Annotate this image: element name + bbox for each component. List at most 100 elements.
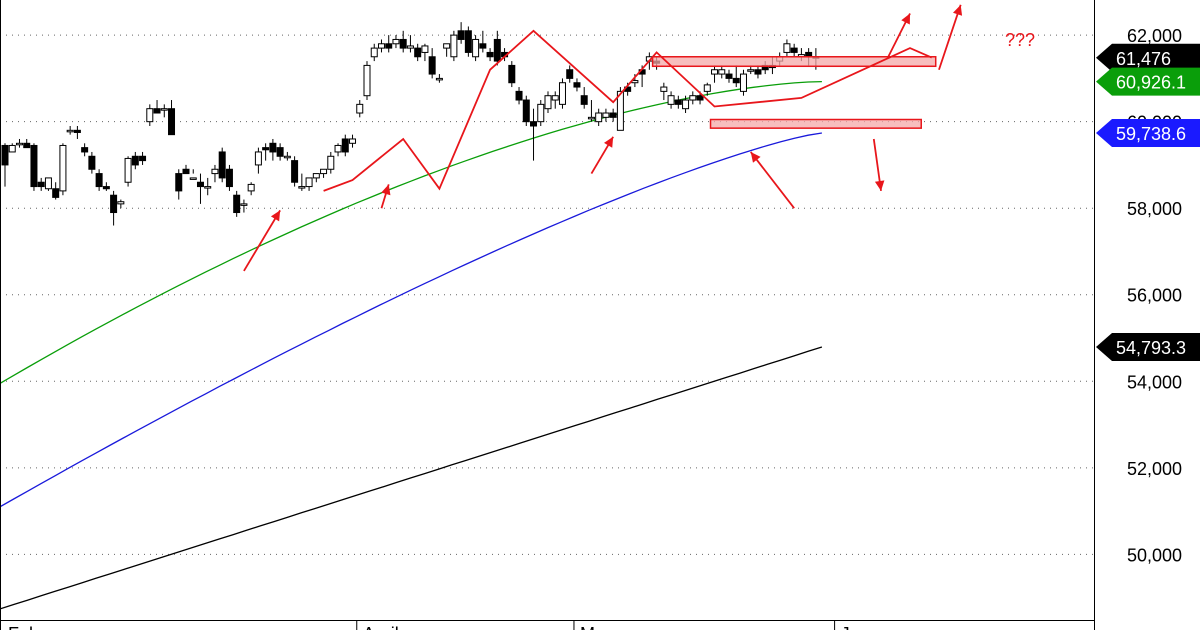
arrow (590, 136, 614, 175)
candle-body (349, 138, 357, 144)
x-month-label: April (363, 624, 399, 630)
candle-body (479, 43, 487, 49)
candle-body (59, 144, 67, 192)
candle-body (703, 84, 711, 92)
candle-body (247, 183, 255, 192)
candle-body (406, 45, 414, 49)
candle-body (30, 144, 38, 188)
candle-body (689, 95, 697, 101)
candle (689, 91, 697, 105)
arrow-head (901, 13, 910, 25)
candle (298, 173, 306, 191)
candle (175, 169, 183, 200)
candle (472, 35, 480, 62)
zigzag-line (323, 29, 933, 192)
candle (66, 125, 74, 135)
candle (139, 151, 147, 165)
candle (515, 87, 523, 105)
candle-body (392, 38, 400, 45)
y-tick-label: 56,000 (1127, 286, 1182, 306)
candle (327, 151, 335, 174)
candle-body (414, 47, 422, 58)
candle-body (211, 168, 219, 175)
candle (305, 177, 313, 191)
candle (254, 147, 262, 174)
candle-body (399, 38, 407, 49)
arrow-head (381, 184, 391, 196)
candle (8, 143, 16, 153)
candle (537, 100, 545, 126)
candle-body (88, 155, 96, 170)
arrow (872, 138, 885, 192)
candle (59, 143, 67, 196)
arrow-head (750, 151, 761, 163)
candle (117, 199, 125, 209)
candle (530, 108, 538, 161)
y-tick-label: 52,000 (1127, 459, 1182, 479)
x-axis: Feb April May June (0, 0, 1094, 630)
candle (153, 100, 161, 114)
candle-body (175, 173, 183, 192)
candle-body (320, 168, 328, 175)
candle-body (218, 151, 226, 179)
candle (522, 95, 530, 126)
ma-mid-label-bg (1096, 118, 1200, 147)
candle-body (580, 95, 588, 105)
x-month-label: Feb (8, 624, 39, 630)
candle (262, 143, 270, 161)
candle (283, 151, 291, 161)
candle (334, 143, 342, 157)
candle (341, 134, 349, 157)
x-month-label: June (841, 624, 880, 630)
candle-body (269, 142, 277, 153)
candle-body (73, 129, 81, 133)
candle (182, 164, 190, 175)
candle (88, 151, 96, 174)
candle-body (327, 155, 335, 170)
candle-body (95, 173, 103, 188)
candle (711, 65, 719, 83)
candle (595, 108, 603, 126)
candle-body (204, 186, 212, 189)
candle-body (566, 69, 574, 79)
arrow-head (604, 136, 614, 148)
candle (1, 143, 9, 187)
candle-body (44, 177, 52, 190)
candle-body (225, 168, 233, 188)
candle-body (291, 160, 299, 183)
candle-body (508, 64, 516, 84)
candle-body (602, 112, 610, 118)
ma-short-label-bg (1096, 67, 1200, 96)
ma-mid-label-text: 59,738.6 (1116, 124, 1186, 144)
candle (428, 48, 436, 79)
candle (225, 164, 233, 191)
candle (450, 30, 458, 62)
candle-body (783, 43, 791, 53)
candle-body (667, 95, 675, 105)
candle-body (196, 181, 204, 188)
candle-body (682, 99, 690, 110)
candle (131, 151, 139, 170)
candle-body (139, 155, 147, 162)
last-price-label-text: 61,476 (1116, 49, 1171, 69)
candle-body (544, 95, 552, 110)
candle (414, 43, 422, 62)
candle (204, 177, 212, 196)
candle-body (254, 151, 262, 166)
candle-body (377, 43, 385, 49)
candle (124, 156, 132, 187)
candle (674, 95, 682, 109)
gridlines (0, 34, 1094, 555)
candle-body (493, 38, 501, 62)
candle-body (450, 34, 458, 58)
candle (95, 169, 103, 191)
candle-body (305, 177, 313, 188)
candle (37, 177, 45, 191)
candle-body (8, 144, 16, 153)
candle (211, 164, 219, 183)
candle-body (298, 186, 306, 189)
candle-body (725, 73, 733, 79)
candle (363, 61, 371, 101)
candle-body (537, 103, 545, 123)
candle (44, 177, 52, 191)
